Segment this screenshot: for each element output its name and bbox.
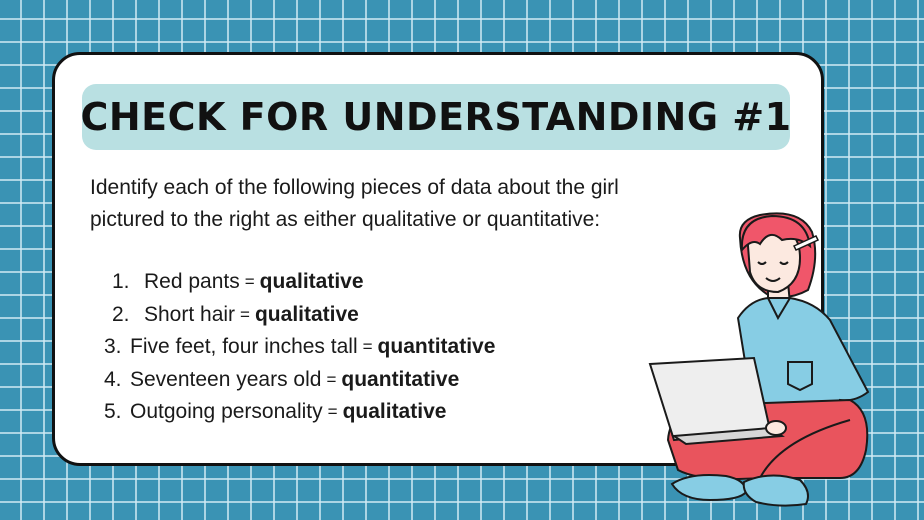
item-answer: qualitative [254, 302, 359, 326]
equals-sign: = [362, 337, 373, 356]
left-shoe [670, 474, 748, 502]
item-answer: qualitative [342, 400, 447, 423]
equals-sign: = [327, 402, 338, 421]
list-item: 1. Red pants = qualitative [104, 266, 495, 299]
right-shoe [742, 474, 809, 507]
laptop-base [671, 426, 785, 446]
item-answer: qualitative [259, 270, 364, 293]
hair-bangs [740, 214, 812, 253]
item-label: Outgoing personality [130, 400, 323, 423]
equals-sign: = [326, 369, 337, 389]
item-answer: quantitative [341, 367, 460, 391]
item-label: Red pants [144, 270, 240, 293]
equals-sign: = [240, 304, 250, 324]
equals-sign: = [244, 272, 255, 291]
list-item: 2. Short hair = qualitative [104, 299, 495, 332]
item-label: Seventeen years old [130, 367, 322, 391]
list-item: 3. Five feet, four inches tall = quantit… [104, 331, 495, 364]
item-label: Five feet, four inches tall [130, 335, 358, 358]
page-title: CHECK FOR UNDERSTANDING #1 [80, 95, 792, 139]
item-number: 3. [104, 335, 122, 358]
title-banner: CHECK FOR UNDERSTANDING #1 [80, 84, 792, 150]
item-number: 2. [112, 302, 130, 326]
pants-fold [759, 419, 851, 479]
list-item: 4. Seventeen years old = quantitative [104, 364, 495, 397]
item-number: 4. [104, 367, 122, 391]
smile [765, 277, 781, 282]
right-eye [779, 261, 789, 265]
item-number: 1. [112, 270, 130, 293]
shirt-collar [767, 297, 791, 321]
pencil-icon [792, 235, 820, 251]
girl-with-laptop-illustration [648, 212, 870, 507]
shirt-pocket [787, 361, 813, 392]
list-item: 5. Outgoing personality = qualitative [104, 396, 495, 429]
left-eye [757, 261, 767, 265]
hand [765, 420, 787, 436]
answer-list: 1. Red pants = qualitative 2. Short hair… [104, 266, 495, 429]
item-label: Short hair [144, 302, 236, 326]
intro-text: Identify each of the following pieces of… [90, 176, 619, 231]
item-number: 5. [104, 400, 122, 423]
laptop-lid [648, 356, 772, 442]
item-answer: quantitative [377, 335, 496, 358]
